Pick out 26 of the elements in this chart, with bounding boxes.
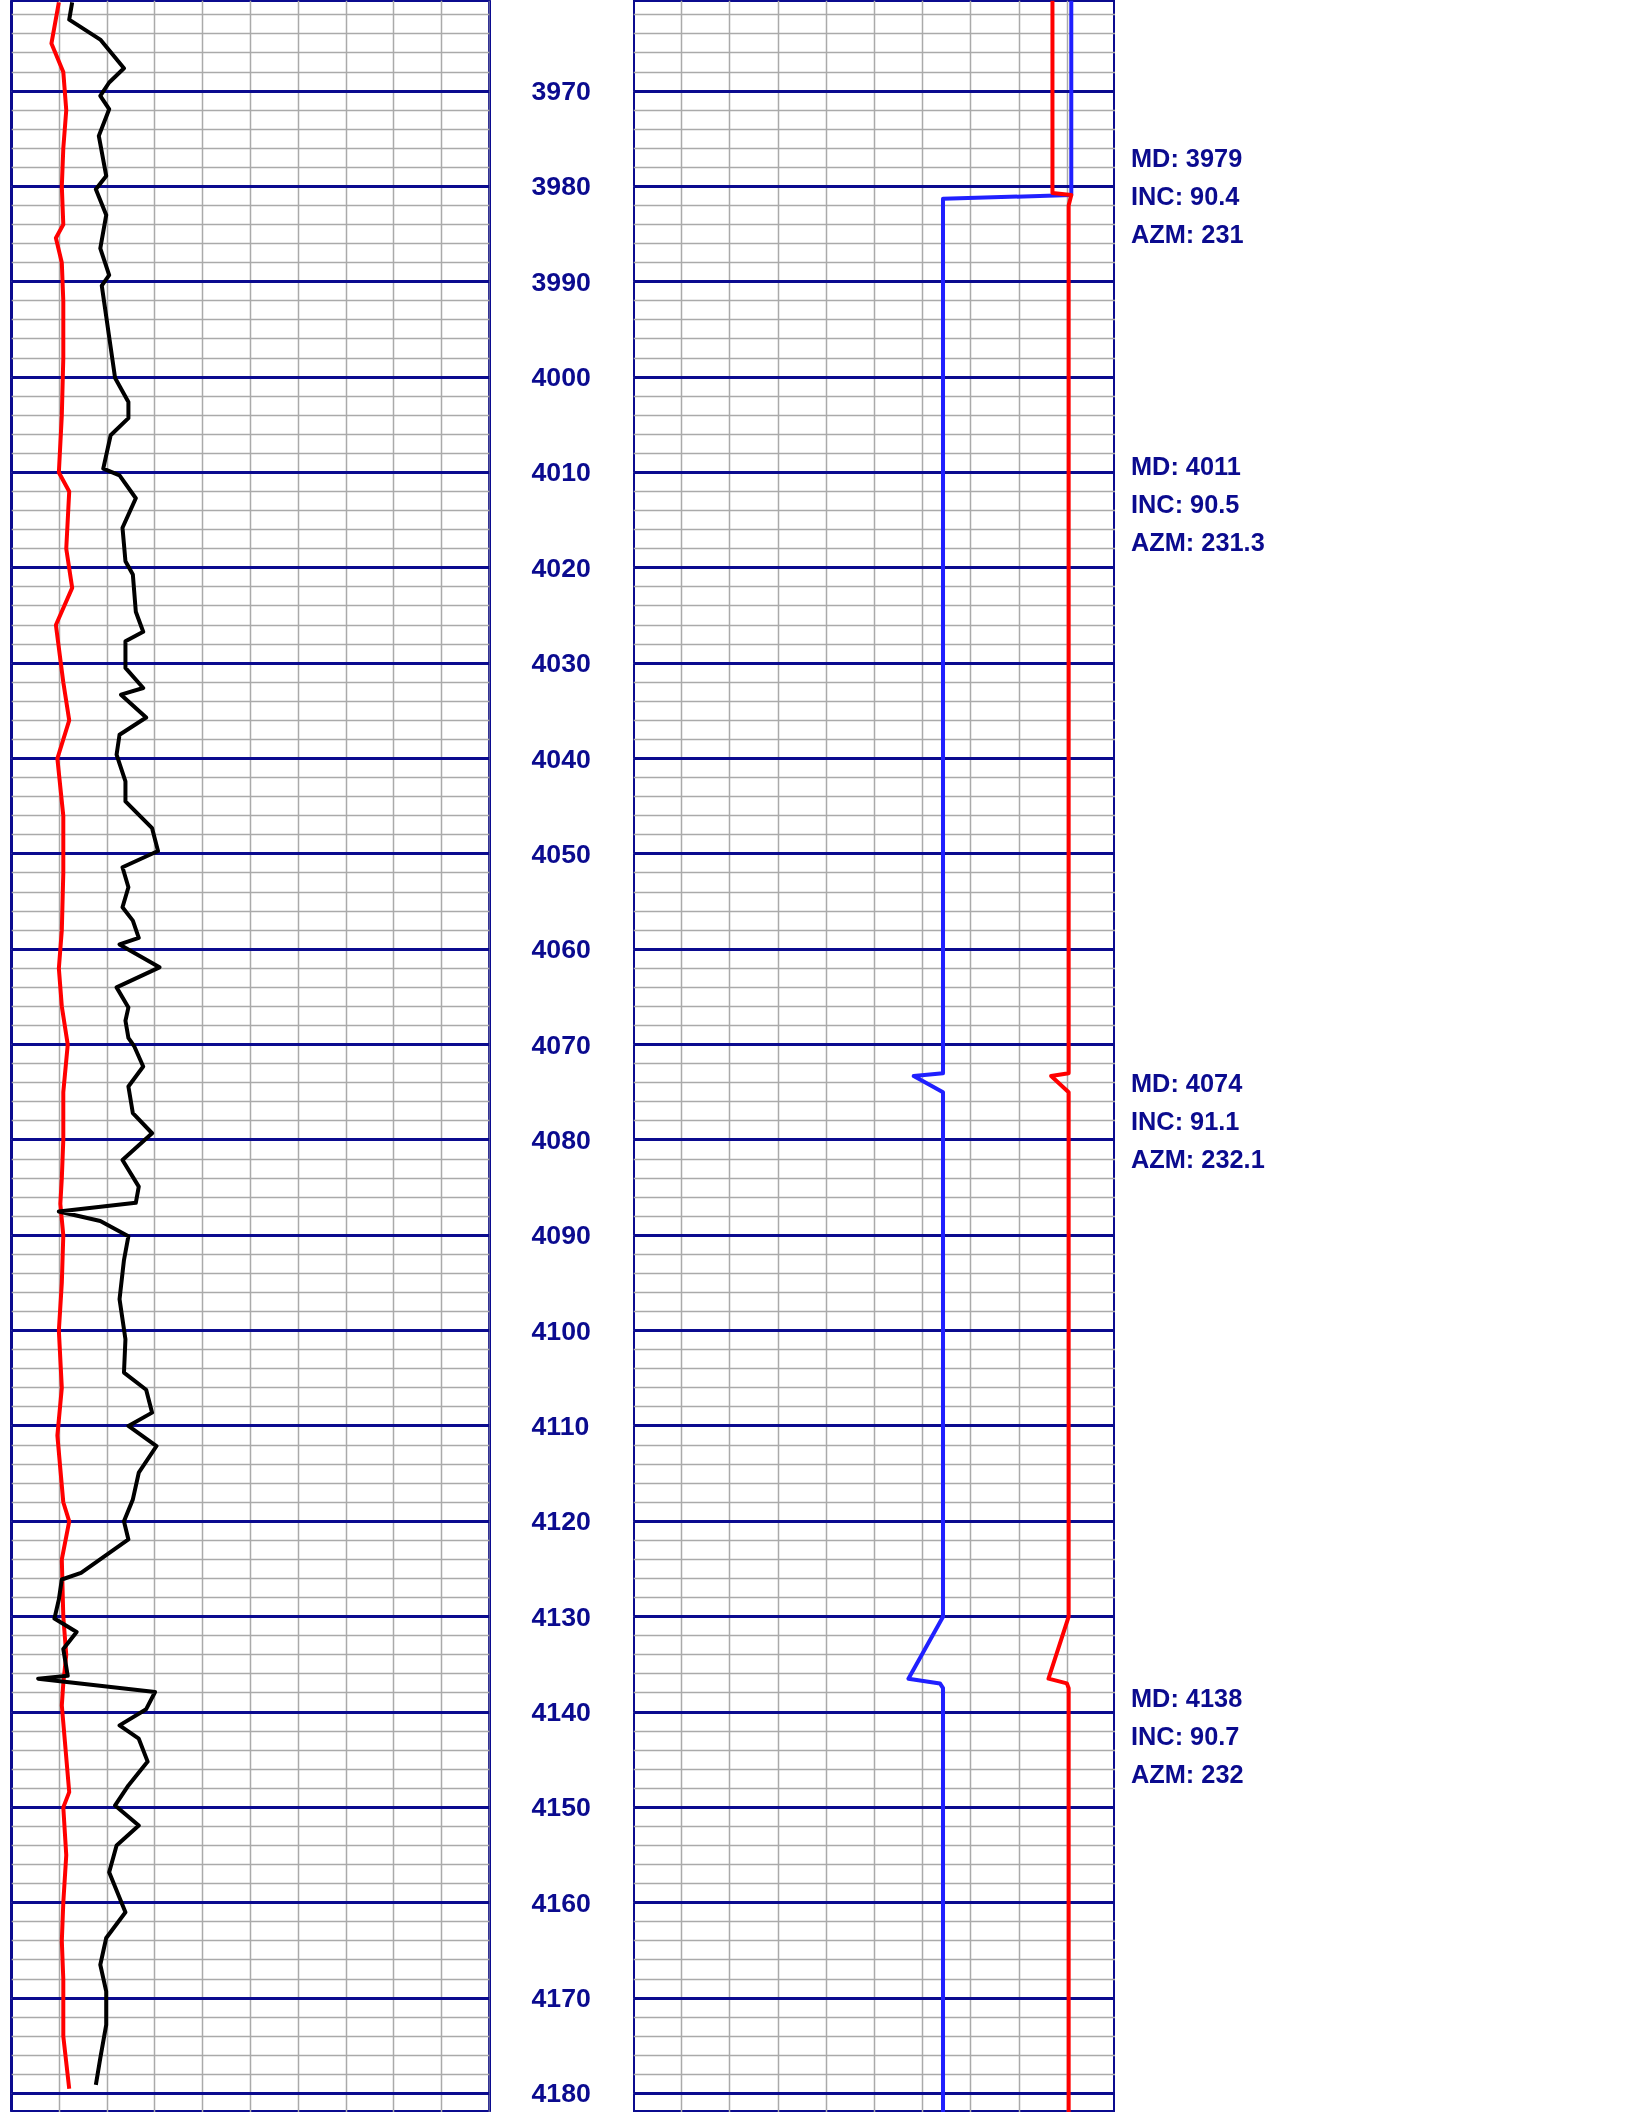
y-tick-label: 3970 xyxy=(531,76,591,107)
y-tick-label: 4130 xyxy=(531,1601,591,1632)
y-tick-label: 4010 xyxy=(531,457,591,488)
text: MD: 4011 INC: 90.5 AZM: 231.3 xyxy=(1131,451,1265,556)
y-tick-label: 4180 xyxy=(531,2078,591,2109)
y-tick-label: 4110 xyxy=(531,1410,590,1441)
y-tick-label: 4000 xyxy=(531,362,591,393)
y-tick-label: 4080 xyxy=(531,1124,591,1155)
y-tick-label: 4150 xyxy=(531,1792,591,1823)
y-tick-label: 4020 xyxy=(531,552,591,583)
y-tick-label: 4170 xyxy=(531,1983,591,2014)
y-tick-label: 4030 xyxy=(531,648,591,679)
y-tick-label: 4060 xyxy=(531,934,591,965)
y-tick-label: 4050 xyxy=(531,838,591,869)
y-tick-label: 4040 xyxy=(531,743,591,774)
y-tick-label: 4140 xyxy=(531,1697,591,1728)
y-tick-label: 3990 xyxy=(531,266,591,297)
text: MD: 4074 INC: 91.1 AZM: 232.1 xyxy=(1131,1068,1265,1173)
text: MD: 4138 INC: 90.7 AZM: 232 xyxy=(1131,1683,1244,1788)
y-tick-label: 4100 xyxy=(531,1315,591,1346)
text: MD: 3979 INC: 90.4 AZM: 231 xyxy=(1131,143,1244,248)
y-tick-label: 3980 xyxy=(531,171,591,202)
y-tick-label: 4090 xyxy=(531,1220,591,1251)
y-tick-label: 4160 xyxy=(531,1887,591,1918)
y-tick-label: 4070 xyxy=(531,1029,591,1060)
y-tick-label: 4120 xyxy=(531,1506,591,1537)
